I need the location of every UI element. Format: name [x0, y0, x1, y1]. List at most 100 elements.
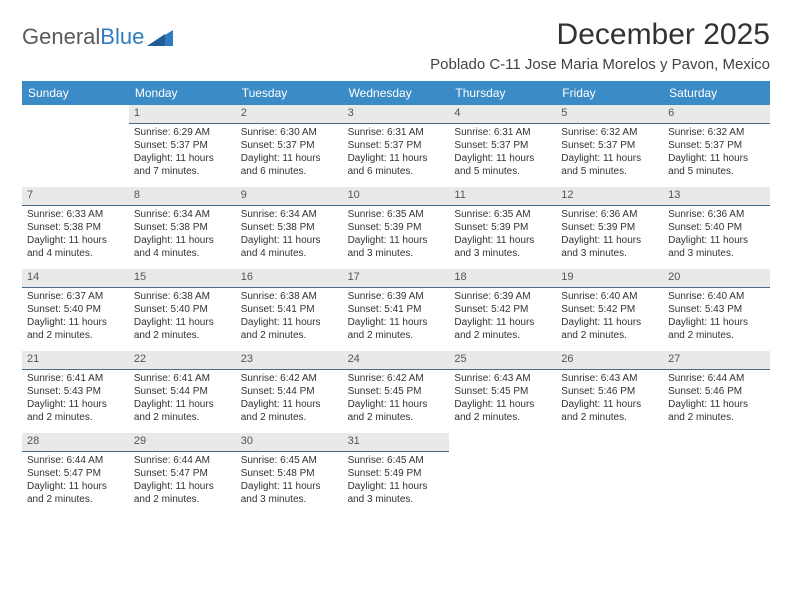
day-details: Sunrise: 6:39 AMSunset: 5:41 PMDaylight:… — [343, 288, 450, 349]
dow-header: Thursday — [449, 81, 556, 105]
day-number: 21 — [22, 351, 129, 370]
day-sunset: Sunset: 5:39 PM — [454, 222, 551, 235]
day-sunrise: Sunrise: 6:43 AM — [454, 373, 551, 386]
day-sunset: Sunset: 5:40 PM — [27, 304, 124, 317]
calendar-cell: 6Sunrise: 6:32 AMSunset: 5:37 PMDaylight… — [663, 105, 770, 187]
day-daylight1: Daylight: 11 hours — [241, 235, 338, 248]
day-number: 15 — [129, 269, 236, 288]
day-details: Sunrise: 6:43 AMSunset: 5:46 PMDaylight:… — [556, 370, 663, 431]
day-daylight1: Daylight: 11 hours — [668, 153, 765, 166]
day-details: Sunrise: 6:37 AMSunset: 5:40 PMDaylight:… — [22, 288, 129, 349]
day-sunrise: Sunrise: 6:36 AM — [561, 209, 658, 222]
day-daylight2: and 4 minutes. — [241, 248, 338, 261]
day-sunset: Sunset: 5:37 PM — [561, 140, 658, 153]
day-sunrise: Sunrise: 6:42 AM — [241, 373, 338, 386]
calendar-cell: 20Sunrise: 6:40 AMSunset: 5:43 PMDayligh… — [663, 269, 770, 351]
day-daylight2: and 2 minutes. — [454, 330, 551, 343]
day-sunrise: Sunrise: 6:37 AM — [27, 291, 124, 304]
day-details: Sunrise: 6:36 AMSunset: 5:40 PMDaylight:… — [663, 206, 770, 267]
day-details: Sunrise: 6:44 AMSunset: 5:46 PMDaylight:… — [663, 370, 770, 431]
day-details: Sunrise: 6:41 AMSunset: 5:44 PMDaylight:… — [129, 370, 236, 431]
day-number: 24 — [343, 351, 450, 370]
day-sunset: Sunset: 5:45 PM — [454, 386, 551, 399]
day-sunrise: Sunrise: 6:40 AM — [668, 291, 765, 304]
day-details: Sunrise: 6:35 AMSunset: 5:39 PMDaylight:… — [449, 206, 556, 267]
day-details: Sunrise: 6:45 AMSunset: 5:49 PMDaylight:… — [343, 452, 450, 513]
calendar-cell: 27Sunrise: 6:44 AMSunset: 5:46 PMDayligh… — [663, 351, 770, 433]
day-details: Sunrise: 6:33 AMSunset: 5:38 PMDaylight:… — [22, 206, 129, 267]
day-sunset: Sunset: 5:40 PM — [134, 304, 231, 317]
day-daylight1: Daylight: 11 hours — [27, 317, 124, 330]
day-daylight2: and 2 minutes. — [668, 412, 765, 425]
dow-header: Friday — [556, 81, 663, 105]
calendar-cell: 1Sunrise: 6:29 AMSunset: 5:37 PMDaylight… — [129, 105, 236, 187]
day-sunset: Sunset: 5:45 PM — [348, 386, 445, 399]
day-daylight1: Daylight: 11 hours — [348, 317, 445, 330]
day-sunrise: Sunrise: 6:32 AM — [561, 127, 658, 140]
calendar-cell: 5Sunrise: 6:32 AMSunset: 5:37 PMDaylight… — [556, 105, 663, 187]
day-daylight1: Daylight: 11 hours — [27, 235, 124, 248]
day-daylight1: Daylight: 11 hours — [134, 399, 231, 412]
calendar-cell: 25Sunrise: 6:43 AMSunset: 5:45 PMDayligh… — [449, 351, 556, 433]
day-number: 14 — [22, 269, 129, 288]
calendar-cell: 7Sunrise: 6:33 AMSunset: 5:38 PMDaylight… — [22, 187, 129, 269]
calendar-grid: SundayMondayTuesdayWednesdayThursdayFrid… — [22, 81, 770, 515]
day-details: Sunrise: 6:29 AMSunset: 5:37 PMDaylight:… — [129, 124, 236, 185]
day-sunset: Sunset: 5:43 PM — [668, 304, 765, 317]
day-sunset: Sunset: 5:48 PM — [241, 468, 338, 481]
brand-word2: Blue — [100, 24, 144, 50]
calendar-cell: 24Sunrise: 6:42 AMSunset: 5:45 PMDayligh… — [343, 351, 450, 433]
dow-header: Saturday — [663, 81, 770, 105]
day-number: 12 — [556, 187, 663, 206]
day-sunset: Sunset: 5:39 PM — [348, 222, 445, 235]
dow-header: Monday — [129, 81, 236, 105]
day-daylight2: and 2 minutes. — [241, 330, 338, 343]
day-number: 16 — [236, 269, 343, 288]
day-details: Sunrise: 6:40 AMSunset: 5:42 PMDaylight:… — [556, 288, 663, 349]
day-daylight1: Daylight: 11 hours — [241, 317, 338, 330]
day-daylight1: Daylight: 11 hours — [27, 481, 124, 494]
calendar-cell: 28Sunrise: 6:44 AMSunset: 5:47 PMDayligh… — [22, 433, 129, 515]
day-number: 17 — [343, 269, 450, 288]
day-daylight2: and 5 minutes. — [561, 166, 658, 179]
day-daylight2: and 5 minutes. — [668, 166, 765, 179]
day-details: Sunrise: 6:38 AMSunset: 5:41 PMDaylight:… — [236, 288, 343, 349]
calendar-cell: 10Sunrise: 6:35 AMSunset: 5:39 PMDayligh… — [343, 187, 450, 269]
day-daylight1: Daylight: 11 hours — [241, 399, 338, 412]
day-sunrise: Sunrise: 6:45 AM — [241, 455, 338, 468]
day-daylight2: and 2 minutes. — [668, 330, 765, 343]
day-sunrise: Sunrise: 6:39 AM — [454, 291, 551, 304]
day-sunrise: Sunrise: 6:44 AM — [668, 373, 765, 386]
day-daylight2: and 2 minutes. — [454, 412, 551, 425]
location-subtitle: Poblado C-11 Jose Maria Morelos y Pavon,… — [430, 56, 770, 73]
day-details: Sunrise: 6:42 AMSunset: 5:45 PMDaylight:… — [343, 370, 450, 431]
day-daylight2: and 6 minutes. — [241, 166, 338, 179]
day-number: 3 — [343, 105, 450, 124]
calendar-cell: 29Sunrise: 6:44 AMSunset: 5:47 PMDayligh… — [129, 433, 236, 515]
day-daylight1: Daylight: 11 hours — [668, 235, 765, 248]
calendar-cell: 15Sunrise: 6:38 AMSunset: 5:40 PMDayligh… — [129, 269, 236, 351]
day-sunset: Sunset: 5:47 PM — [27, 468, 124, 481]
day-number: 9 — [236, 187, 343, 206]
day-sunset: Sunset: 5:39 PM — [561, 222, 658, 235]
day-daylight1: Daylight: 11 hours — [348, 399, 445, 412]
day-details: Sunrise: 6:34 AMSunset: 5:38 PMDaylight:… — [129, 206, 236, 267]
day-daylight2: and 2 minutes. — [134, 412, 231, 425]
day-daylight2: and 2 minutes. — [27, 412, 124, 425]
day-daylight2: and 6 minutes. — [348, 166, 445, 179]
day-sunrise: Sunrise: 6:31 AM — [454, 127, 551, 140]
calendar-cell: 23Sunrise: 6:42 AMSunset: 5:44 PMDayligh… — [236, 351, 343, 433]
day-daylight1: Daylight: 11 hours — [134, 153, 231, 166]
day-sunset: Sunset: 5:37 PM — [454, 140, 551, 153]
day-sunrise: Sunrise: 6:44 AM — [134, 455, 231, 468]
day-sunset: Sunset: 5:40 PM — [668, 222, 765, 235]
day-details: Sunrise: 6:43 AMSunset: 5:45 PMDaylight:… — [449, 370, 556, 431]
calendar-cell: 11Sunrise: 6:35 AMSunset: 5:39 PMDayligh… — [449, 187, 556, 269]
calendar-cell: 8Sunrise: 6:34 AMSunset: 5:38 PMDaylight… — [129, 187, 236, 269]
day-sunrise: Sunrise: 6:29 AM — [134, 127, 231, 140]
day-details: Sunrise: 6:31 AMSunset: 5:37 PMDaylight:… — [343, 124, 450, 185]
day-daylight1: Daylight: 11 hours — [454, 317, 551, 330]
day-daylight2: and 3 minutes. — [561, 248, 658, 261]
day-sunset: Sunset: 5:37 PM — [241, 140, 338, 153]
calendar-cell: 12Sunrise: 6:36 AMSunset: 5:39 PMDayligh… — [556, 187, 663, 269]
